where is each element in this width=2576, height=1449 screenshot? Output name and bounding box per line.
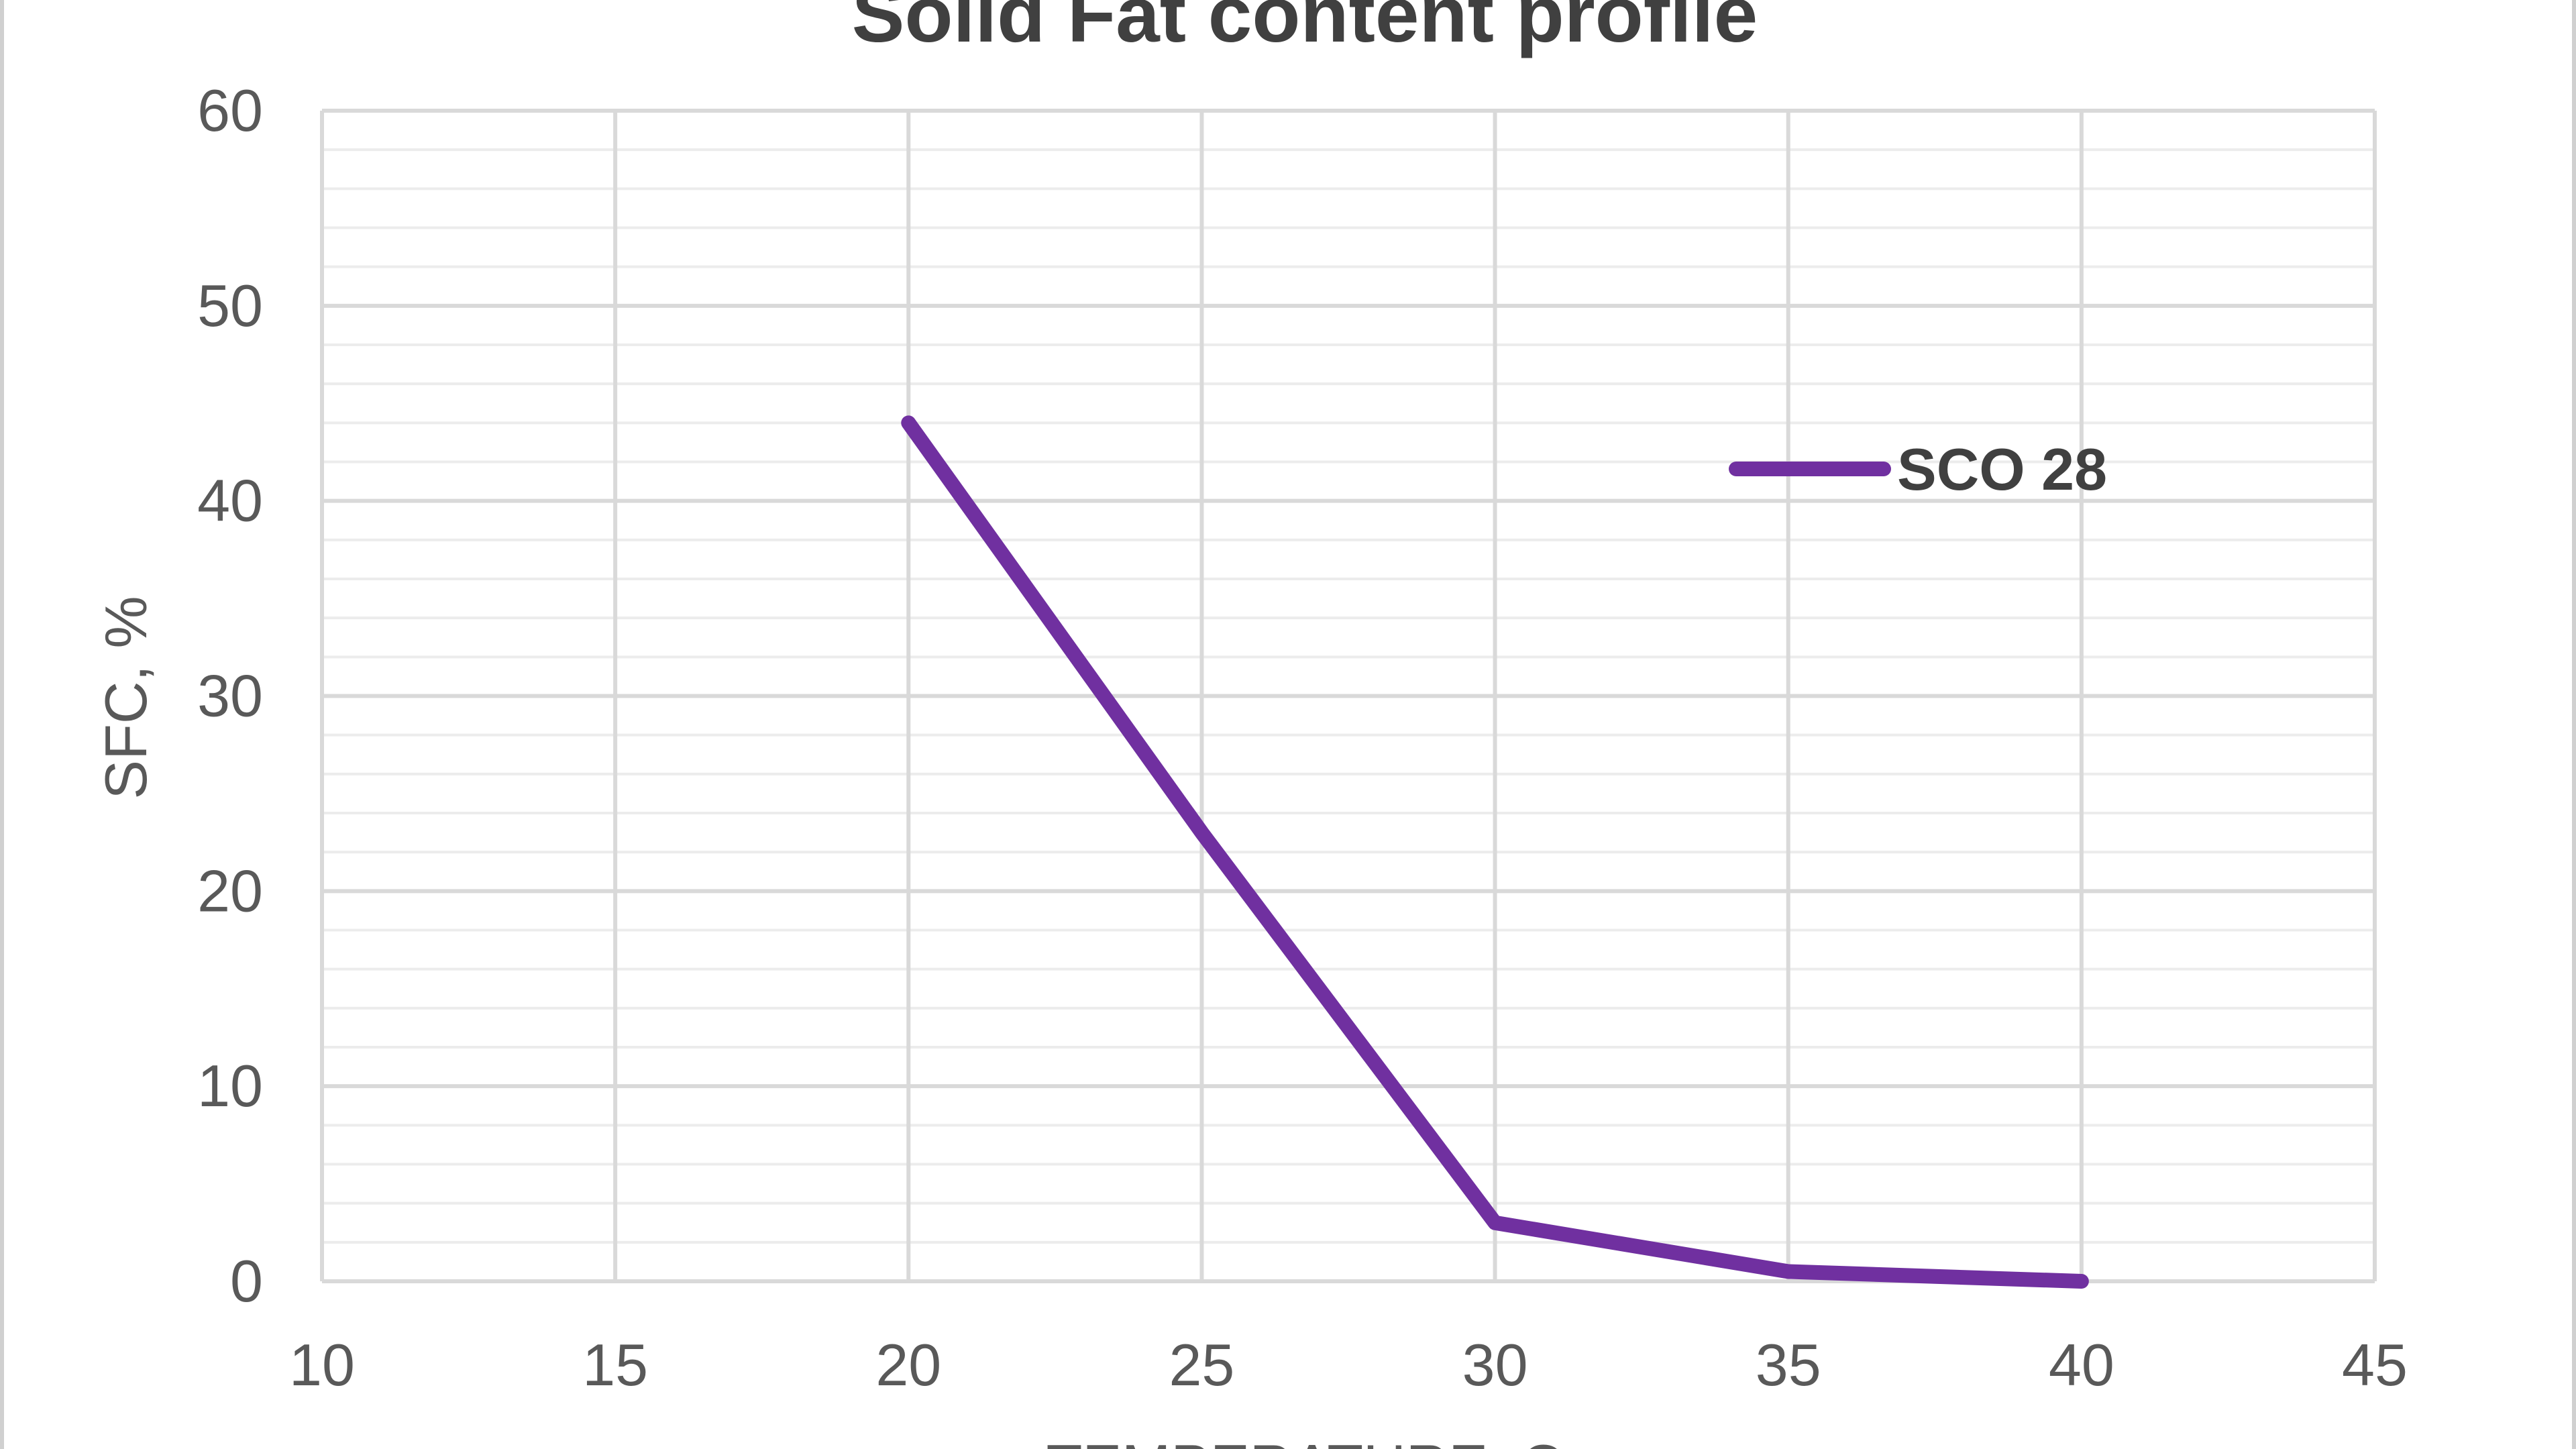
y-tick-label: 0	[230, 1248, 263, 1314]
y-axis-ticks: 0 10 20 30 40 50 60	[197, 77, 263, 1314]
legend: SCO 28	[1729, 436, 2107, 502]
series-line-sco-28	[901, 415, 2089, 1289]
y-axis-title: SFC, %	[93, 596, 159, 799]
x-axis-title: TEMPERATURE, C	[1046, 1432, 1564, 1449]
y-tick-label: 60	[197, 77, 263, 144]
x-tick-label: 15	[582, 1332, 648, 1398]
x-axis-ticks: 10 15 20 25 30 35 40 45	[289, 1332, 2408, 1398]
x-tick-label: 45	[2342, 1332, 2408, 1398]
x-tick-label: 25	[1169, 1332, 1234, 1398]
chart-title: Solid Fat content profile	[852, 0, 1758, 59]
y-tick-label: 30	[197, 663, 263, 729]
x-tick-label: 40	[2049, 1332, 2114, 1398]
x-tick-label: 20	[875, 1332, 941, 1398]
y-tick-label: 40	[197, 468, 263, 534]
y-tick-label: 20	[197, 857, 263, 924]
minor-gridlines	[322, 148, 2375, 1244]
y-tick-label: 50	[197, 272, 263, 339]
y-tick-label: 10	[197, 1053, 263, 1119]
x-tick-label: 10	[289, 1332, 355, 1398]
x-tick-label: 35	[1756, 1332, 1821, 1398]
major-gridlines	[320, 109, 2377, 1283]
legend-label-sco-28: SCO 28	[1897, 436, 2107, 502]
series-layer	[901, 415, 2089, 1289]
x-tick-label: 30	[1462, 1332, 1528, 1398]
